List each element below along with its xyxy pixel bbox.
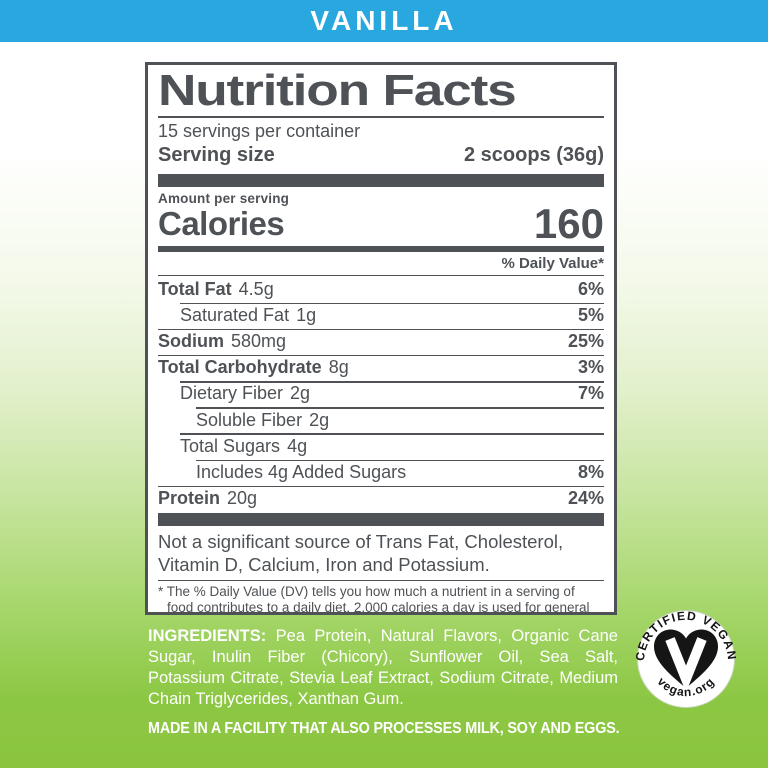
nutrient-row: Dietary Fiber 2g 7%	[158, 381, 604, 407]
nutrient-name: Dietary Fiber	[180, 383, 284, 404]
nutrient-amount: 2g	[290, 383, 311, 404]
nutrient-amount: 2g	[309, 409, 330, 430]
nutrient-daily-value: 25%	[567, 330, 604, 351]
nutrient-amount: 4.5g	[238, 278, 274, 299]
ingredients-section: INGREDIENTS: Pea Protein, Natural Flavor…	[148, 626, 620, 738]
servings-per-container: 15 servings per container	[158, 120, 361, 141]
nutrition-facts-label: Nutrition Facts 15 servings per containe…	[145, 62, 617, 615]
nutrient-name: Total Sugars	[180, 435, 281, 456]
v-icon	[665, 637, 707, 693]
ingredients-list: Pea Protein, Natural Flavors, Organic Ca…	[148, 627, 618, 708]
nutrient-daily-value: 7%	[577, 383, 604, 404]
nutrient-name: Total Carbohydrate	[158, 357, 322, 378]
serving-size-label: Serving size	[158, 143, 275, 166]
nutrient-daily-value: 6%	[577, 278, 604, 299]
nutrient-rows: Total Fat 4.5g 6% Saturated Fat 1g 5% Sodi…	[158, 275, 604, 512]
flavor-name: VANILLA	[310, 5, 458, 36]
nutrient-amount: 4g	[287, 435, 308, 456]
medium-divider-bar	[158, 246, 604, 253]
nutrient-amount: 20g	[227, 488, 258, 509]
nutrient-daily-value: 5%	[577, 304, 604, 325]
nutrient-amount: 580mg	[231, 330, 287, 351]
divider	[158, 580, 604, 581]
daily-value-footnote: * The % Daily Value (DV) tells you how m…	[158, 584, 590, 615]
nutrient-name: Protein	[158, 488, 221, 509]
not-significant-note: Not a significant source of Trans Fat, C…	[158, 531, 564, 575]
calories-label: Calories	[158, 205, 285, 243]
amount-per-serving-label: Amount per serving	[158, 190, 290, 206]
nutrition-facts-title: Nutrition Facts	[158, 66, 517, 115]
calories-value: 160	[533, 199, 604, 247]
flavor-banner: VANILLA	[0, 0, 768, 42]
divider	[158, 115, 604, 118]
allergen-statement: MADE IN A FACILITY THAT ALSO PROCESSES M…	[148, 720, 620, 737]
nutrient-name: Total Fat	[158, 278, 232, 299]
nutrient-row: Sodium 580mg 25%	[158, 328, 604, 355]
nutrient-name: Includes 4g Added Sugars	[196, 461, 407, 482]
certified-vegan-badge: CERTIFIED VEGAN vegan.org	[633, 609, 738, 709]
thick-divider-bar	[158, 513, 604, 526]
nutrient-name: Sodium	[158, 330, 224, 351]
nutrient-row: Total Sugars 4g	[158, 433, 604, 459]
daily-value-header: % Daily Value*	[501, 255, 604, 273]
nutrient-row: Protein 20g 24%	[158, 485, 604, 512]
serving-size-row: Serving size 2 scoops (36g)	[158, 144, 604, 167]
nutrient-amount: 1g	[296, 304, 317, 325]
nutrient-daily-value: 3%	[577, 357, 604, 378]
nutrient-row: Saturated Fat 1g 5%	[158, 302, 604, 329]
nutrient-name: Saturated Fat	[180, 304, 290, 325]
nutrient-row: Total Fat 4.5g 6%	[158, 276, 604, 302]
thick-divider-bar	[158, 173, 604, 187]
calories-row: Calories 160	[158, 199, 604, 247]
nutrient-row: Includes 4g Added Sugars 8%	[158, 459, 604, 486]
certified-vegan-icon: CERTIFIED VEGAN vegan.org	[633, 609, 738, 708]
nutrient-name: Soluble Fiber	[196, 409, 303, 430]
ingredients-text: INGREDIENTS: Pea Protein, Natural Flavor…	[148, 626, 618, 710]
serving-size-value: 2 scoops (36g)	[463, 143, 604, 166]
nutrient-daily-value: 8%	[577, 461, 604, 482]
ingredients-label: INGREDIENTS:	[148, 627, 267, 645]
nutrient-row: Soluble Fiber 2g	[158, 407, 604, 433]
nutrient-amount: 8g	[328, 357, 349, 378]
nutrient-daily-value: 24%	[567, 488, 604, 509]
nutrient-row: Total Carbohydrate 8g 3%	[158, 354, 604, 381]
